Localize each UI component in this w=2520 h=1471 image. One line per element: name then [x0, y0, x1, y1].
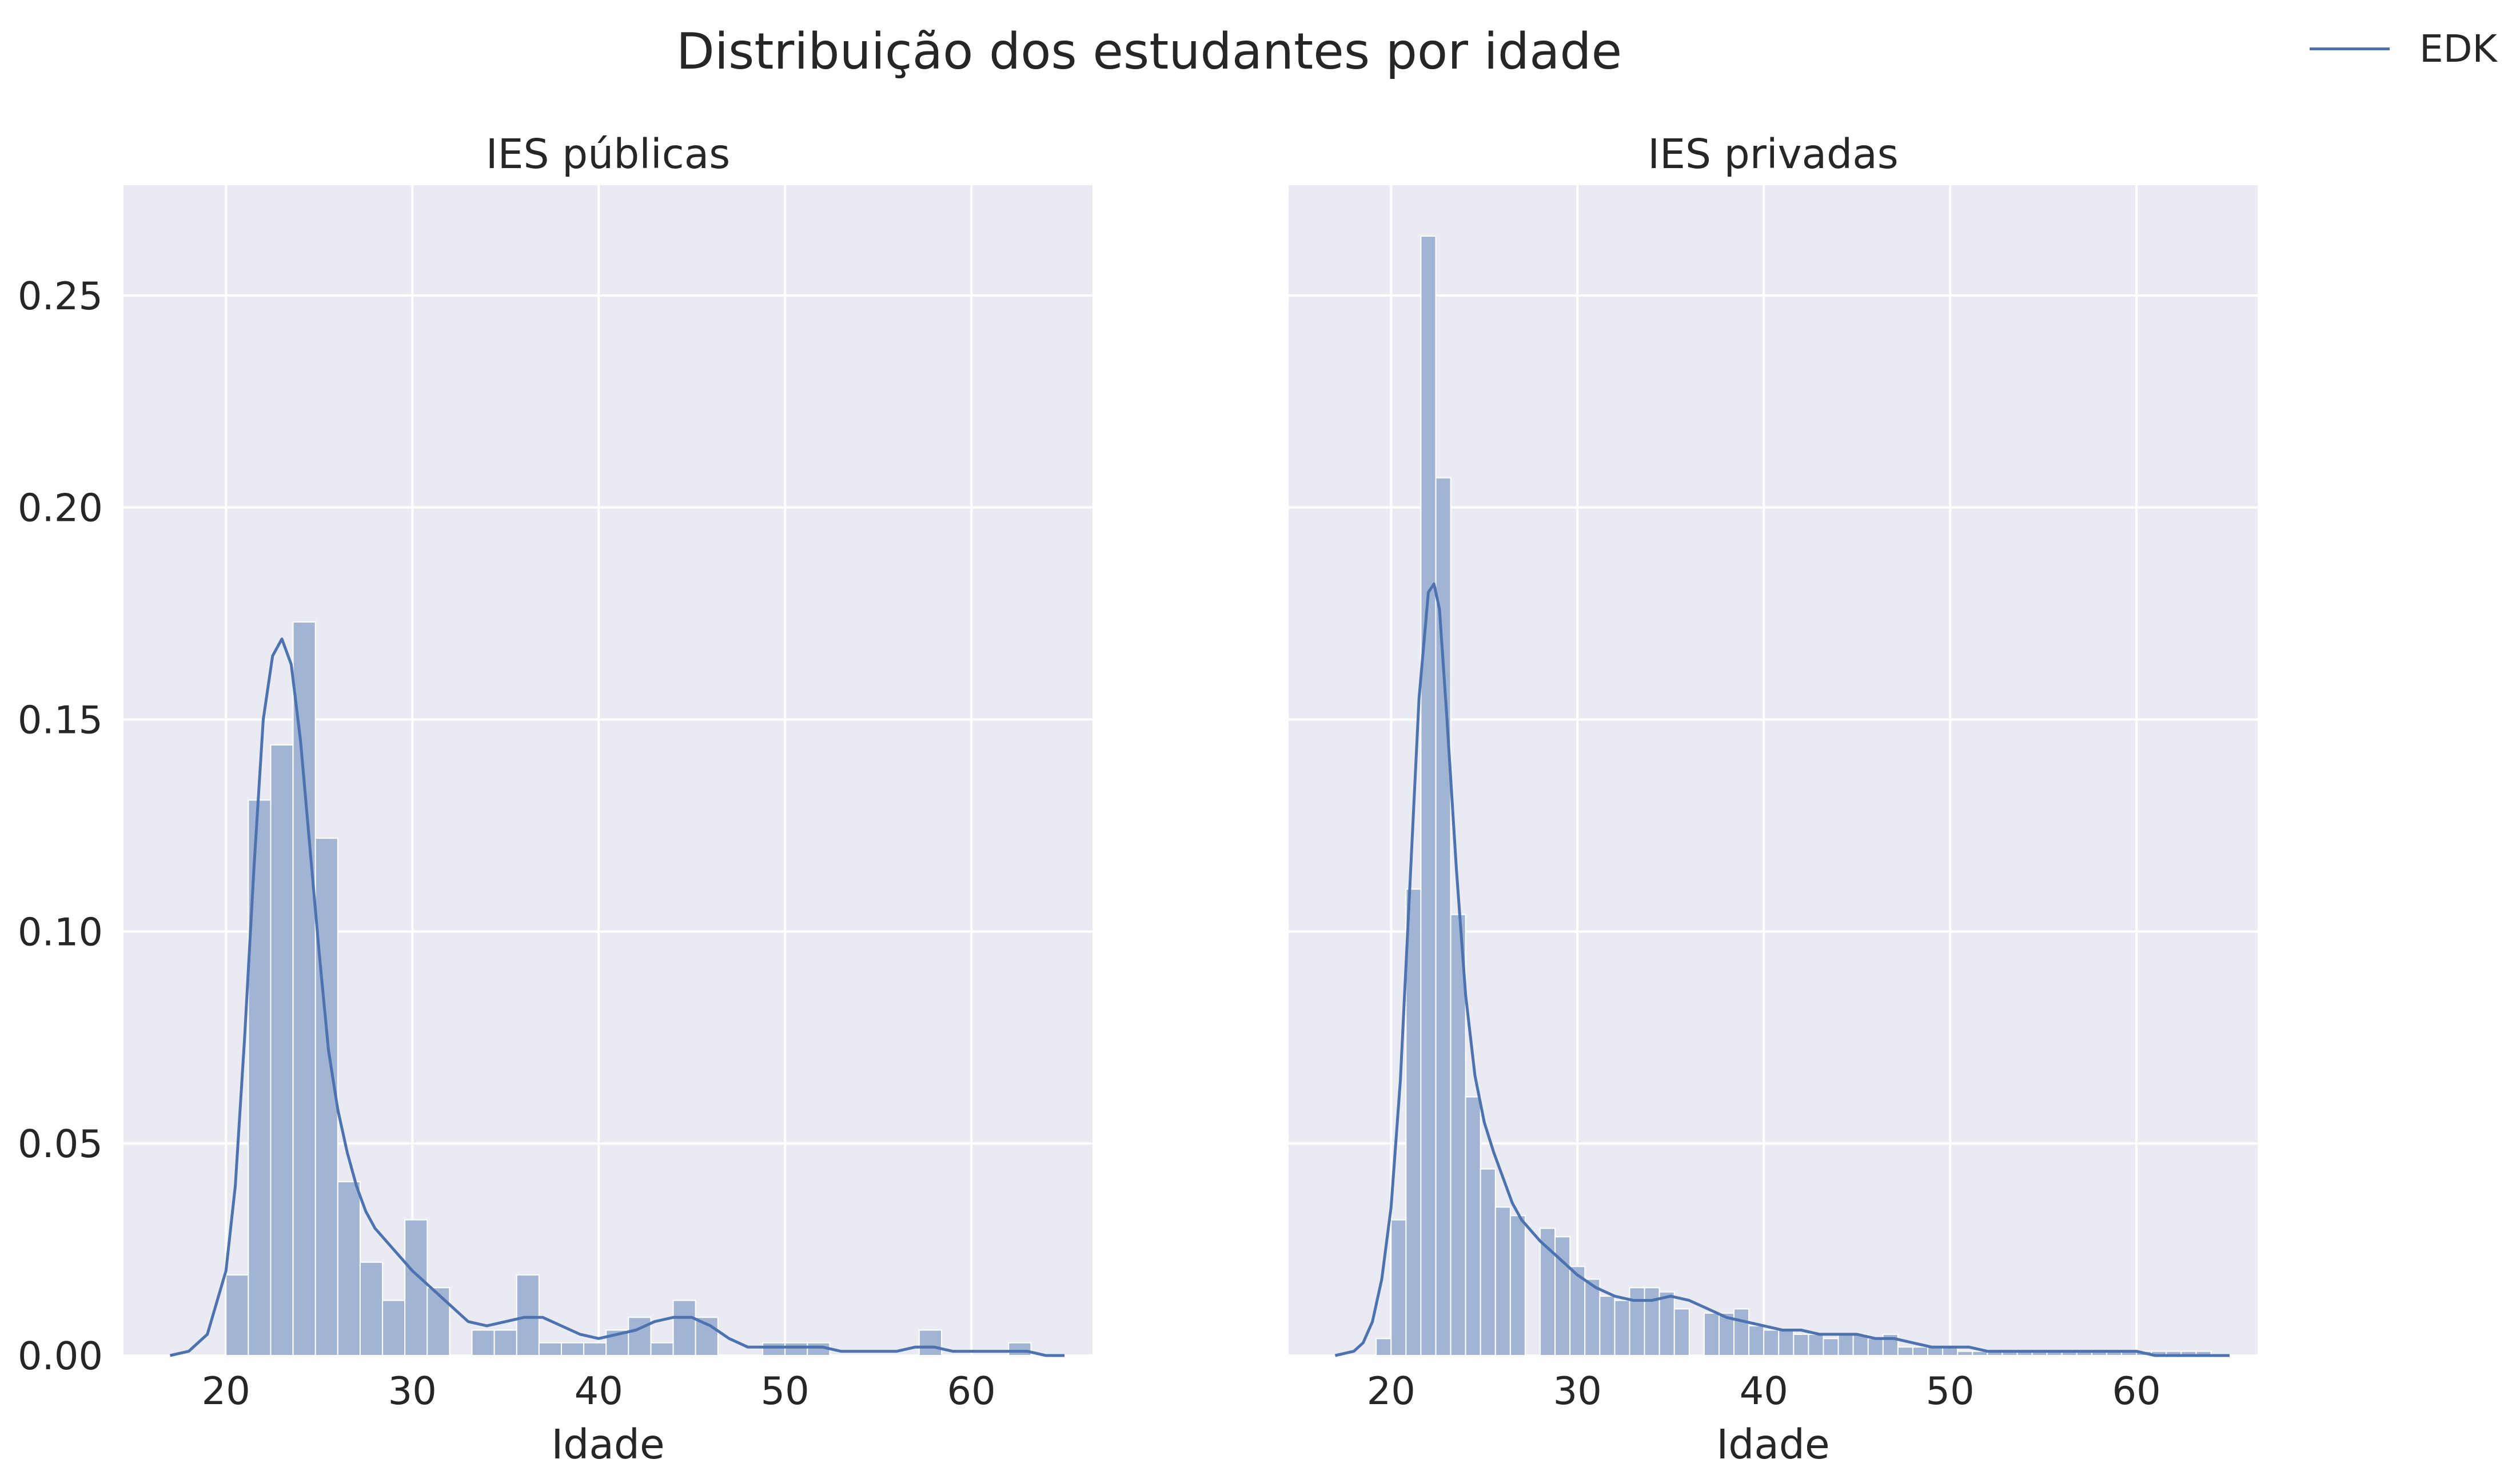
y-tick-label: 0.00	[18, 1334, 103, 1378]
histogram-bar	[1554, 1236, 1571, 1356]
histogram-bar	[1465, 1096, 1481, 1357]
histogram-bar	[1658, 1291, 1675, 1356]
histogram-bar	[1480, 1168, 1496, 1356]
histogram-bar	[1420, 236, 1437, 1356]
histogram-bar	[471, 1329, 495, 1356]
histogram-bar	[784, 1342, 808, 1356]
panel-title: IES públicas	[486, 130, 731, 178]
histogram-bar	[1405, 888, 1422, 1356]
histogram-bar	[561, 1342, 585, 1356]
legend-label-edk: EDK	[2419, 26, 2497, 71]
x-tick-label: 60	[947, 1369, 995, 1413]
histogram-bar	[337, 1181, 361, 1357]
histogram-bar	[359, 1261, 384, 1356]
histogram-bar	[1957, 1350, 1973, 1356]
histogram-bar	[426, 1287, 450, 1356]
histogram-bar	[1793, 1333, 1809, 1357]
histogram-bar	[516, 1274, 540, 1356]
x-tick-label: 60	[2112, 1369, 2160, 1413]
x-tick-label: 30	[1553, 1369, 1602, 1413]
histogram-bar	[1435, 477, 1452, 1356]
histogram-bar	[1763, 1329, 1780, 1356]
histogram-bar	[1748, 1325, 1765, 1356]
histogram-bar	[1703, 1312, 1720, 1356]
histogram-bar	[292, 621, 316, 1356]
histogram-bar	[583, 1342, 607, 1356]
histogram-bar	[1569, 1266, 1586, 1356]
histogram-bar	[1837, 1333, 1854, 1357]
x-tick-label: 30	[388, 1369, 437, 1413]
y-tick-label: 0.15	[18, 698, 103, 743]
chart-title: Distribuição dos estudantes por idade	[676, 22, 1622, 81]
x-tick-label: 20	[1367, 1369, 1415, 1413]
histogram-bar	[1450, 914, 1466, 1356]
histogram-bar	[628, 1317, 652, 1356]
panel-title: IES privadas	[1648, 130, 1899, 178]
histogram-bar	[672, 1299, 696, 1356]
histogram-bar	[1912, 1346, 1929, 1357]
histogram-bar	[1375, 1338, 1392, 1356]
kde-line	[169, 637, 1065, 1357]
histogram-bar	[1008, 1342, 1032, 1356]
histogram-bar	[404, 1219, 428, 1357]
histogram-bar	[1823, 1338, 1839, 1356]
histogram-bar	[1509, 1215, 1526, 1356]
histogram-bar	[650, 1342, 674, 1356]
histogram-bar	[762, 1342, 786, 1356]
x-tick-label: 20	[202, 1369, 250, 1413]
histogram-bar	[1614, 1299, 1630, 1356]
panel-ies-publicas: 20 30 40 50 60 0.00 0.05 0.10 0.15 0.20 0.25 Idade I…	[18, 130, 1092, 1468]
y-tick-label: 0.20	[18, 486, 103, 531]
histogram-bar	[1897, 1346, 1913, 1357]
histogram-bar	[538, 1342, 563, 1356]
y-tick-label: 0.25	[18, 274, 103, 318]
histogram-bar	[1673, 1308, 1690, 1357]
histogram-bar	[382, 1299, 406, 1356]
x-tick-label: 50	[1926, 1369, 1975, 1413]
x-axis-label: Idade	[1716, 1421, 1829, 1468]
y-tick-label: 0.05	[18, 1122, 103, 1166]
histogram-bar	[1867, 1338, 1884, 1356]
kde-line	[1334, 582, 2230, 1357]
histogram-bar	[1733, 1308, 1750, 1357]
panel-ies-privadas: 20 30 40 50 60 Idade IES privadas	[1289, 130, 2258, 1468]
x-axis-label: Idade	[551, 1421, 664, 1468]
histogram-bar	[1584, 1278, 1601, 1356]
histogram-bar	[314, 838, 338, 1356]
histogram-bar	[1629, 1287, 1645, 1356]
x-tick-label: 40	[1740, 1369, 1788, 1413]
histogram-bar	[493, 1329, 517, 1356]
histogram-bar	[1808, 1333, 1824, 1357]
histogram-bar	[1599, 1295, 1616, 1357]
legend: EDK	[2310, 23, 2497, 74]
histogram-bar	[1718, 1312, 1735, 1356]
legend-line-edk	[2310, 47, 2390, 50]
histogram-bar	[1390, 1219, 1407, 1357]
x-tick-label: 50	[761, 1369, 810, 1413]
histogram-bar	[918, 1329, 942, 1356]
x-tick-label: 40	[575, 1369, 623, 1413]
histogram-bar	[270, 744, 294, 1356]
histogram-bar	[225, 1274, 249, 1356]
histogram-bar	[1778, 1329, 1795, 1356]
y-tick-label: 0.10	[18, 910, 103, 954]
histogram-bar	[1494, 1206, 1511, 1357]
